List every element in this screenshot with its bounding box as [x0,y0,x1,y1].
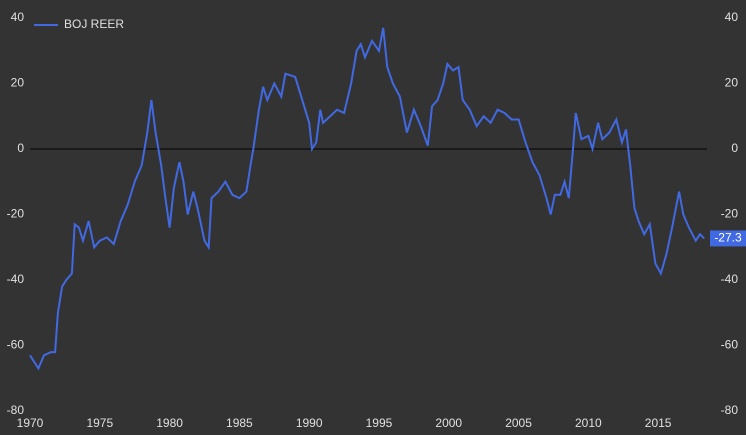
y2-tick-label: -80 [721,403,739,417]
y2-tick-label: 20 [725,76,739,90]
legend-label: BOJ REER [64,17,124,31]
y-tick-label: -60 [7,338,25,352]
x-tick-label: 2005 [505,416,532,430]
y2-tick-label: -60 [721,338,739,352]
x-tick-label: 2000 [435,416,462,430]
y2-tick-label: -20 [721,207,739,221]
x-tick-label: 2015 [645,416,672,430]
y-tick-label: 0 [17,141,24,155]
y2-tick-label: 40 [725,10,739,24]
end-label-box [710,230,746,247]
y2-tick-label: 0 [731,141,738,155]
x-tick-label: 1970 [17,416,44,430]
y-tick-label: 20 [11,76,25,90]
y2-tick-label: -40 [721,272,739,286]
y-tick-label: 40 [11,10,25,24]
y-tick-label: -80 [7,403,25,417]
x-tick-label: 1975 [86,416,113,430]
x-tick-label: 1990 [296,416,323,430]
x-tick-label: 2010 [575,416,602,430]
y-tick-label: -20 [7,207,25,221]
x-tick-label: 1985 [226,416,253,430]
x-tick-label: 1980 [156,416,183,430]
x-tick-label: 1995 [366,416,393,430]
series-line [29,27,705,371]
end-label: -27.3 [714,231,742,245]
y-tick-label: -40 [7,272,25,286]
